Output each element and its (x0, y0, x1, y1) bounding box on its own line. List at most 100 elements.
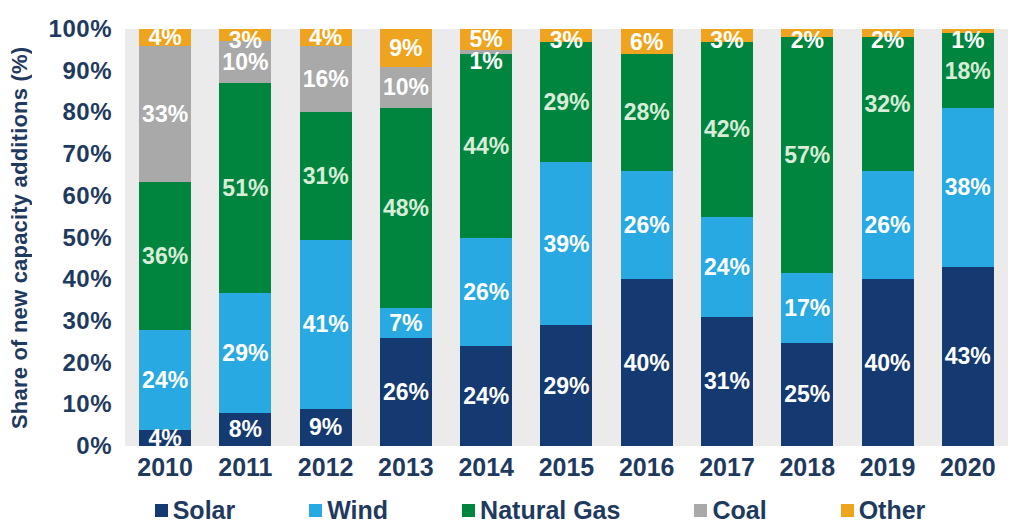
data-label-natural-gas-2020: 18% (945, 57, 991, 84)
x-tick-2014: 2014 (446, 452, 526, 482)
data-label-wind-2015: 39% (543, 230, 589, 257)
data-label-natural-gas-2010: 36% (142, 243, 188, 270)
segment-solar-2019: 40% (862, 279, 914, 446)
segment-wind-2015: 39% (540, 162, 592, 325)
legend-label-natural-gas: Natural Gas (480, 496, 620, 525)
x-tick-2016: 2016 (607, 452, 687, 482)
data-label-natural-gas-2016: 28% (624, 99, 670, 126)
segment-wind-2013: 7% (380, 308, 432, 337)
data-label-solar-2011: 8% (229, 416, 262, 443)
bar-2014: 24%26%44%1%5% (460, 29, 512, 446)
segment-other-2013: 9% (380, 29, 432, 67)
bar-column-2013: 26%7%48%10%9% (366, 29, 446, 446)
segment-wind-2016: 26% (621, 171, 673, 279)
data-label-solar-2019: 40% (864, 349, 910, 376)
data-label-wind-2014: 26% (463, 278, 509, 305)
segment-solar-2015: 29% (540, 325, 592, 446)
bar-2010: 4% 24% 36% 33% 4% (139, 29, 191, 446)
bar-2019: 40%26%32%2% (862, 29, 914, 446)
segment-wind-2014: 26% (460, 238, 512, 346)
segment-natural-gas-2018: 57% (781, 37, 833, 272)
segment-solar-2012: 9% (300, 409, 352, 446)
y-tick-70: 70% (30, 140, 112, 168)
bar-column-2017: 31% 24% 42% 3% (687, 29, 767, 446)
legend-item-solar: Solar (155, 496, 236, 525)
segment-other-2020: 1% (942, 29, 994, 33)
data-label-coal-2013: 10% (383, 74, 429, 101)
segment-solar-2018: 25% (781, 343, 833, 446)
data-label-wind-2012: 41% (303, 311, 349, 338)
x-tick-2017: 2017 (687, 452, 767, 482)
bar-column-2015: 29% 39% 29% 3% (526, 29, 606, 446)
legend-item-wind: Wind (309, 496, 388, 525)
data-label-other-2011: 3% (229, 27, 262, 54)
data-label-coal-2010: 33% (142, 100, 188, 127)
bar-2013: 26%7%48%10%9% (380, 29, 432, 446)
segment-natural-gas-2012: 31% (300, 112, 352, 240)
bar-column-2011: 8%29%51%10%3% (205, 29, 285, 446)
data-label-wind-2010: 24% (142, 366, 188, 393)
data-label-other-2014: 5% (470, 26, 503, 53)
data-label-wind-2017: 24% (704, 253, 750, 280)
segment-natural-gas-2019: 32% (862, 37, 914, 170)
data-label-natural-gas-2015: 29% (543, 88, 589, 115)
data-label-other-2018: 2% (791, 27, 824, 54)
segment-natural-gas-2015: 29% (540, 42, 592, 163)
data-label-wind-2013: 7% (389, 310, 422, 337)
segment-natural-gas-2014: 44% (460, 54, 512, 237)
bar-2015: 29% 39% 29% 3% (540, 29, 592, 446)
data-label-wind-2019: 26% (864, 212, 910, 239)
data-label-natural-gas-2011: 51% (222, 174, 268, 201)
segment-wind-2012: 41% (300, 240, 352, 409)
bar-column-2016: 40%26%28%6% (607, 29, 687, 446)
y-tick-30: 30% (30, 307, 112, 335)
y-tick-90: 90% (30, 57, 112, 85)
segment-coal-2012: 16% (300, 46, 352, 112)
segment-other-2012: 4% (300, 29, 352, 46)
data-label-coal-2012: 16% (303, 65, 349, 92)
legend: Solar Wind Natural Gas Coal Other (28, 494, 1024, 526)
data-label-solar-2012: 9% (309, 414, 342, 441)
y-tick-80: 80% (30, 98, 112, 126)
legend-label-coal: Coal (712, 496, 766, 525)
bar-column-2012: 9% 41% 31% 16% 4% (286, 29, 366, 446)
bar-column-2020: 43%38% 18% 1% (928, 29, 1008, 446)
segment-solar-2011: 8% (219, 413, 271, 446)
legend-label-other: Other (859, 496, 926, 525)
segment-wind-2019: 26% (862, 171, 914, 279)
bar-2020: 43%38% 18% 1% (942, 29, 994, 446)
segment-other-2010: 4% (139, 29, 191, 46)
stacked-bar-chart: Share of new capacity additions (%) 0%10… (0, 0, 1024, 532)
bar-2017: 31% 24% 42% 3% (701, 29, 753, 446)
segment-wind-2020: 38% (942, 108, 994, 266)
data-label-solar-2010: 4% (149, 424, 182, 451)
legend-swatch-solar-icon (155, 504, 168, 517)
x-tick-2012: 2012 (286, 452, 366, 482)
x-tick-2020: 2020 (928, 452, 1008, 482)
segment-solar-2020: 43% (942, 267, 994, 446)
data-label-solar-2017: 31% (704, 368, 750, 395)
legend-swatch-natural-gas-icon (462, 504, 475, 517)
x-tick-2015: 2015 (526, 452, 606, 482)
data-label-natural-gas-2019: 32% (864, 91, 910, 118)
data-label-other-2010: 4% (149, 24, 182, 51)
segment-other-2017: 3% (701, 29, 753, 42)
bar-2011: 8%29%51%10%3% (219, 29, 271, 446)
legend-item-coal: Coal (694, 496, 766, 525)
legend-label-solar: Solar (173, 496, 236, 525)
data-label-other-2015: 3% (550, 27, 583, 54)
data-label-solar-2018: 25% (784, 381, 830, 408)
segment-solar-2010: 4% (139, 430, 191, 447)
y-tick-50: 50% (30, 224, 112, 252)
segment-natural-gas-2010: 36% (139, 182, 191, 331)
y-axis-tick-labels: 0%10%20%30%40%50%60%70%80%90%100% (30, 0, 112, 460)
data-label-natural-gas-2017: 42% (704, 116, 750, 143)
segment-other-2011: 3% (219, 29, 271, 41)
y-tick-60: 60% (30, 182, 112, 210)
bar-column-2010: 4% 24% 36% 33% 4% (125, 29, 205, 446)
segment-wind-2010: 24% (139, 330, 191, 429)
bar-column-2018: 25%17%57%2% (767, 29, 847, 446)
y-tick-0: 0% (30, 432, 112, 460)
legend-item-natural-gas: Natural Gas (462, 496, 620, 525)
data-label-other-2020: 1% (951, 27, 984, 54)
